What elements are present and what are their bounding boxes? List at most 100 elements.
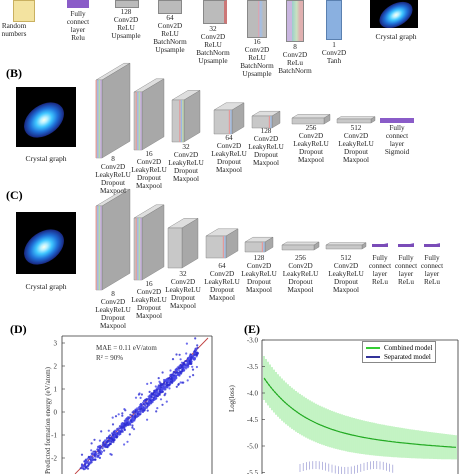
scatter-point xyxy=(91,458,94,461)
scatter-point xyxy=(155,388,158,391)
scatter-point xyxy=(90,461,93,464)
scatter-point xyxy=(185,342,188,345)
scatter-point xyxy=(103,449,106,452)
caption-fc: Fully connect layer Relu xyxy=(66,10,90,42)
scatter-point xyxy=(131,411,134,414)
e-legend: Combined model Separated model xyxy=(362,341,437,363)
scatter-point xyxy=(118,425,121,428)
scatter-point xyxy=(137,393,140,396)
conv-block-1 xyxy=(326,0,342,40)
conv-block-64 xyxy=(158,0,182,14)
panel-e-axes xyxy=(261,339,459,474)
scatter-point xyxy=(159,382,162,385)
scatter-point xyxy=(162,378,166,382)
c-caption-c64: 64 Conv2D LeakyReLU Dropout Maxpool xyxy=(204,262,240,302)
scatter-point xyxy=(129,413,132,416)
scatter-point xyxy=(182,381,185,384)
scatter-point xyxy=(123,423,126,426)
crystal-graph-output xyxy=(370,0,418,28)
legend-combined: Combined model xyxy=(366,343,432,352)
scatter-point xyxy=(125,419,128,422)
scatter-point xyxy=(166,378,169,381)
scatter-point xyxy=(179,381,182,384)
b-conv-block-32 xyxy=(171,90,201,143)
b-conv-block-8 xyxy=(95,62,131,159)
scatter-point xyxy=(104,445,107,449)
scatter-point xyxy=(112,439,115,442)
separated-band xyxy=(299,461,394,474)
scatter-point xyxy=(91,452,94,455)
scatter-point xyxy=(108,439,111,442)
scatter-point xyxy=(87,463,90,466)
scatter-point xyxy=(139,403,142,406)
scatter-point xyxy=(131,414,134,417)
e-ylabel: Log(loss) xyxy=(228,385,236,413)
scatter-point xyxy=(194,337,197,340)
e-ytick-label: -5.0 xyxy=(247,443,259,451)
scatter-point xyxy=(177,368,181,372)
scatter-point xyxy=(185,360,188,363)
scatter-point xyxy=(109,437,112,440)
scatter-point xyxy=(144,404,147,407)
scatter-point xyxy=(102,441,105,444)
scatter-point xyxy=(114,415,118,418)
scatter-point xyxy=(193,352,196,355)
d-ytick-label: 0 xyxy=(54,409,58,417)
b-caption-b8: 8 Conv2D LeakyReLU Dropout Maxpool xyxy=(95,155,131,195)
scatter-point xyxy=(141,405,144,409)
scatter-point xyxy=(171,375,174,378)
b-conv-block-128 xyxy=(251,110,281,129)
e-ytick-label: -3.5 xyxy=(247,363,259,371)
scatter-point xyxy=(172,376,176,380)
c-caption-c8: 8 Conv2D LeakyReLU Dropout Maxpool xyxy=(95,290,131,330)
scatter-point xyxy=(129,421,132,424)
scatter-point xyxy=(107,436,110,439)
c-caption-cfc2: Fully connect layer ReLu xyxy=(394,254,418,286)
scatter-point xyxy=(196,344,199,347)
scatter-point xyxy=(96,445,100,449)
scatter-point xyxy=(132,428,136,431)
scatter-point xyxy=(127,423,130,427)
b-caption-b512: 512 Conv2D LeakyReLU Dropout Maxpool xyxy=(338,124,374,164)
scatter-point xyxy=(180,361,183,364)
scatter-point xyxy=(90,442,93,445)
b-caption-b128: 128 Conv2D LeakyReLU Dropout Maxpool xyxy=(248,127,284,167)
scatter-point xyxy=(191,368,195,371)
caption-1: 1 Conv2D Tanh xyxy=(321,41,347,65)
caption-128: 128 Conv2D ReLU Upsample xyxy=(111,8,141,40)
d-mae: MAE = 0.11 eV/atom xyxy=(96,344,157,352)
legend-separated: Separated model xyxy=(366,352,432,361)
scatter-point xyxy=(129,423,132,426)
scatter-point xyxy=(120,422,123,425)
scatter-point xyxy=(176,371,179,374)
scatter-point xyxy=(140,393,143,396)
scatter-point xyxy=(182,361,185,364)
b-fc-layer xyxy=(380,118,414,123)
scatter-point xyxy=(149,397,152,400)
c-caption-cfc1: Fully connect layer ReLu xyxy=(368,254,392,286)
conv-block-8 xyxy=(286,0,304,42)
scatter-point xyxy=(169,374,172,377)
scatter-point xyxy=(80,453,84,456)
conv-block-16 xyxy=(247,0,267,38)
c-conv-block-64 xyxy=(205,228,239,259)
scatter-point xyxy=(128,417,131,420)
scatter-point xyxy=(169,369,172,372)
scatter-point xyxy=(131,424,134,427)
c-caption-c128: 128 Conv2D LeakyReLU Dropout Maxpool xyxy=(241,254,277,294)
scatter-point xyxy=(105,441,108,444)
scatter-point xyxy=(98,447,101,451)
scatter-point xyxy=(96,448,99,451)
scatter-point xyxy=(139,396,142,399)
scatter-point xyxy=(105,437,109,440)
scatter-point xyxy=(103,443,107,446)
caption-8: 8 Conv2D ReLu BatchNorm xyxy=(278,43,312,75)
scatter-point xyxy=(138,410,141,413)
scatter-point xyxy=(99,451,102,454)
scatter-point xyxy=(166,386,169,389)
caption-64: 64 Conv2D ReLU BatchNorm Upsample xyxy=(153,14,187,54)
scatter-point xyxy=(84,458,87,461)
scatter-point xyxy=(179,358,182,361)
b-conv-block-16 xyxy=(133,78,165,151)
